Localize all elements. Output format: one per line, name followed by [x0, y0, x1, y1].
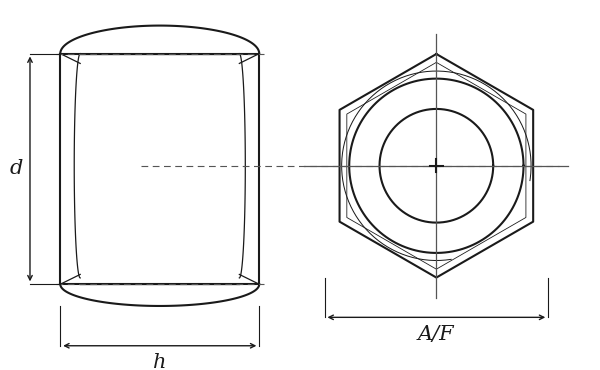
Text: d: d: [10, 159, 23, 178]
Text: A/F: A/F: [418, 325, 455, 344]
Text: h: h: [153, 353, 167, 370]
